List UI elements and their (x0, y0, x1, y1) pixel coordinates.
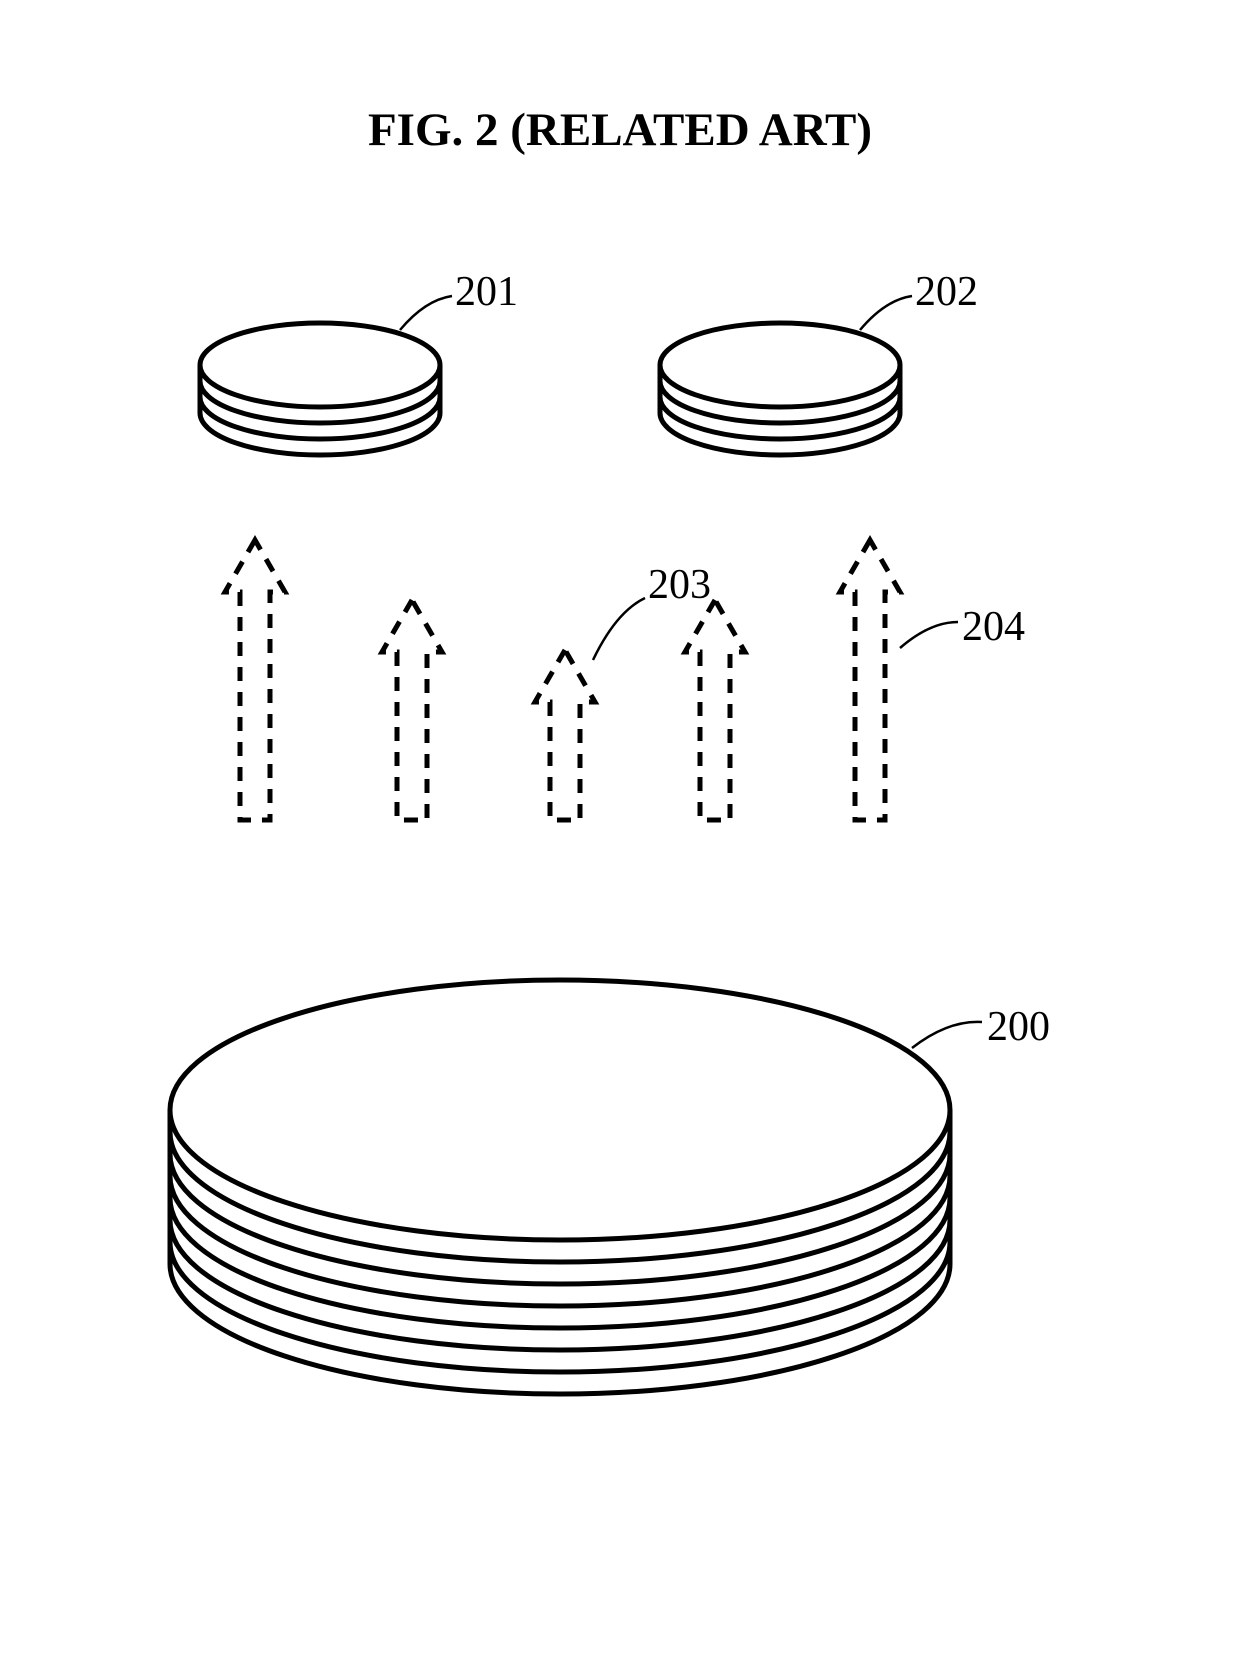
ref-label-202: 202 (915, 269, 978, 315)
disc-top (200, 323, 440, 407)
dashed-arrow-icon (382, 600, 442, 820)
leader-line (860, 296, 912, 330)
figure-title: FIG. 2 (RELATED ART) (368, 104, 872, 156)
figure-svg: FIG. 2 (RELATED ART) (0, 0, 1240, 1666)
dashed-arrow-icon (225, 540, 285, 820)
disc-top (170, 980, 950, 1240)
small-disc-right (660, 323, 900, 455)
small-disc-left (200, 323, 440, 455)
dashed-arrow-icon (840, 540, 900, 820)
disc-ring (660, 413, 900, 455)
dashed-arrow-icon (535, 650, 595, 820)
large-disc-stack (170, 980, 950, 1394)
leader-line (900, 622, 958, 648)
arrow-group (225, 540, 900, 820)
ref-label-203: 203 (648, 562, 711, 608)
leader-line (400, 296, 452, 330)
dashed-arrow-icon (685, 600, 745, 820)
ref-label-200: 200 (987, 1004, 1050, 1050)
figure-page: FIG. 2 (RELATED ART) (0, 0, 1240, 1666)
disc-top (660, 323, 900, 407)
leader-line (912, 1022, 982, 1048)
leader-line (593, 598, 645, 660)
disc-ring (200, 413, 440, 455)
ref-label-204: 204 (962, 604, 1025, 650)
ref-label-201: 201 (455, 269, 518, 315)
